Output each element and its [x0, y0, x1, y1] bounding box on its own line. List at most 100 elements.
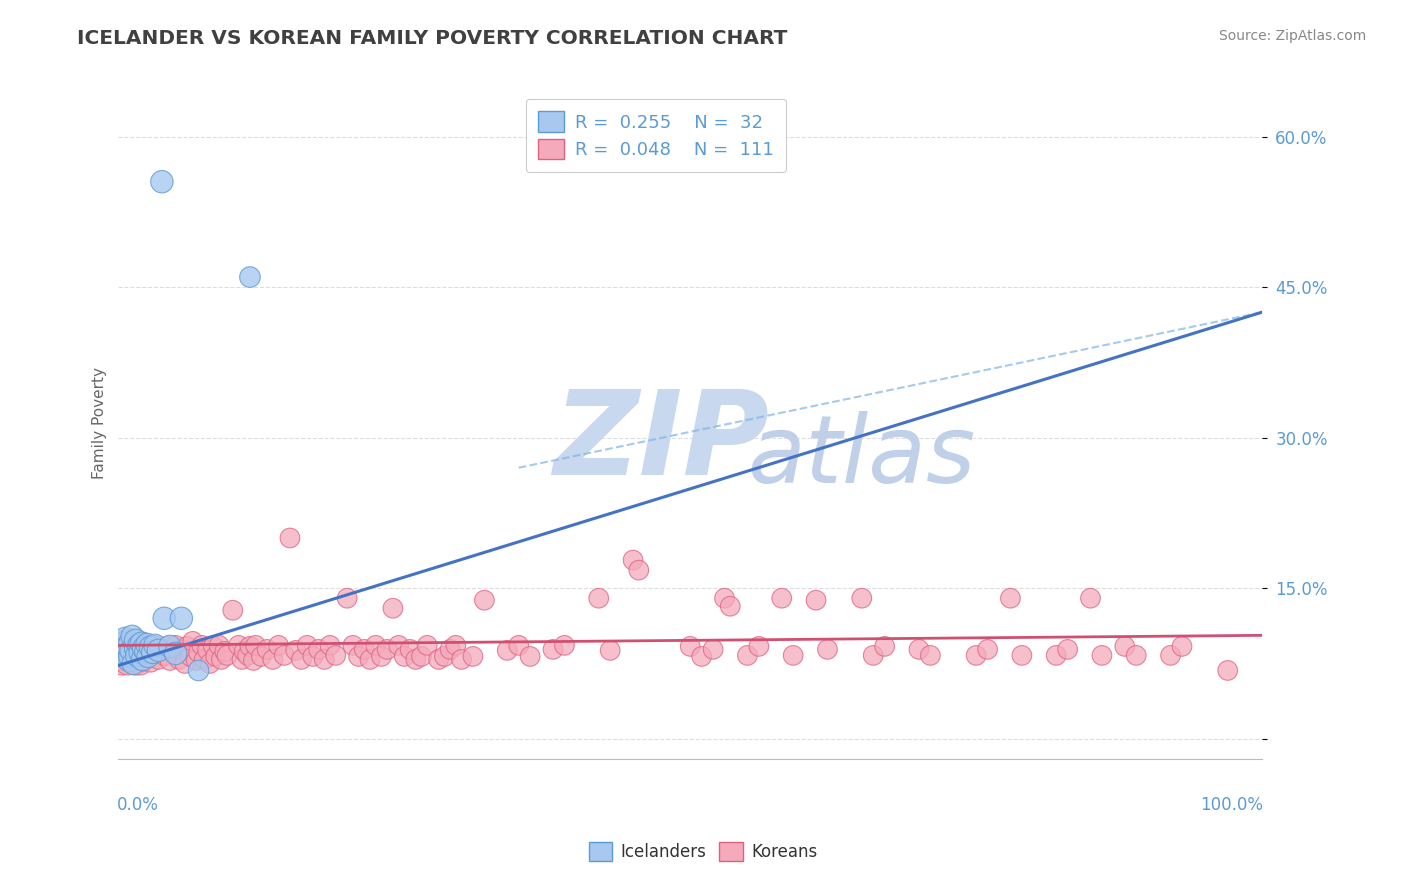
Point — [713, 591, 735, 606]
Point — [181, 634, 204, 648]
Point — [198, 657, 221, 671]
Point — [920, 648, 942, 663]
Point — [155, 640, 177, 654]
Point — [142, 647, 165, 661]
Point — [405, 652, 427, 666]
Point — [1045, 648, 1067, 663]
Point — [233, 644, 256, 658]
Point — [325, 648, 347, 663]
Point — [114, 649, 136, 664]
Point — [118, 645, 141, 659]
Legend: R =  0.255    N =  32, R =  0.048    N =  111: R = 0.255 N = 32, R = 0.048 N = 111 — [526, 99, 786, 172]
Point — [364, 639, 387, 653]
Point — [214, 644, 236, 658]
Point — [965, 648, 987, 663]
Point — [737, 648, 759, 663]
Point — [461, 649, 484, 664]
Point — [125, 648, 148, 663]
Point — [359, 652, 381, 666]
Point — [375, 642, 398, 657]
Point — [131, 652, 153, 666]
Point — [474, 593, 496, 607]
Point — [381, 601, 404, 615]
Point — [122, 648, 145, 663]
Point — [519, 649, 541, 664]
Text: ZIP: ZIP — [553, 385, 769, 500]
Point — [908, 642, 931, 657]
Point — [702, 642, 724, 657]
Point — [120, 653, 142, 667]
Point — [1171, 640, 1194, 654]
Point — [508, 639, 530, 653]
Point — [131, 652, 153, 666]
Point — [122, 657, 145, 671]
Point — [245, 639, 267, 653]
Point — [804, 593, 827, 607]
Point — [342, 639, 364, 653]
Point — [621, 553, 644, 567]
Point — [128, 643, 150, 657]
Point — [136, 649, 159, 664]
Point — [132, 644, 155, 658]
Point — [197, 643, 219, 657]
Point — [679, 640, 702, 654]
Point — [627, 563, 650, 577]
Point — [118, 649, 141, 664]
Point — [273, 648, 295, 663]
Point — [135, 644, 157, 658]
Point — [862, 648, 884, 663]
Point — [148, 643, 170, 657]
Point — [120, 643, 142, 657]
Point — [295, 639, 318, 653]
Text: atlas: atlas — [748, 410, 976, 501]
Point — [150, 175, 173, 189]
Point — [139, 640, 162, 655]
Point — [1114, 640, 1136, 654]
Point — [770, 591, 793, 606]
Point — [167, 652, 190, 666]
Point — [1216, 664, 1239, 678]
Point — [284, 643, 307, 657]
Point — [370, 649, 392, 664]
Point — [165, 647, 187, 661]
Point — [817, 642, 839, 657]
Point — [1160, 648, 1182, 663]
Point — [314, 652, 336, 666]
Point — [117, 657, 139, 671]
Point — [153, 611, 176, 625]
Point — [112, 647, 135, 661]
Point — [231, 652, 253, 666]
Point — [170, 643, 193, 657]
Point — [353, 642, 375, 657]
Point — [256, 642, 278, 657]
Point — [399, 642, 422, 657]
Point — [193, 652, 215, 666]
Point — [262, 652, 284, 666]
Point — [427, 652, 450, 666]
Text: 0.0%: 0.0% — [117, 796, 159, 814]
Point — [873, 640, 896, 654]
Point — [388, 639, 411, 653]
Point — [153, 648, 176, 663]
Point — [239, 640, 262, 654]
Point — [114, 632, 136, 646]
Point — [444, 639, 467, 653]
Point — [336, 591, 359, 606]
Point — [139, 653, 162, 667]
Point — [187, 664, 209, 678]
Point — [588, 591, 610, 606]
Point — [111, 636, 134, 650]
Point — [690, 649, 713, 664]
Point — [148, 652, 170, 666]
Point — [136, 640, 159, 655]
Point — [143, 639, 166, 653]
Point — [162, 644, 184, 658]
Point — [267, 639, 290, 653]
Point — [222, 603, 245, 617]
Point — [129, 657, 152, 671]
Point — [851, 591, 873, 606]
Point — [135, 648, 157, 663]
Point — [319, 639, 342, 653]
Point — [1011, 648, 1033, 663]
Point — [118, 653, 141, 667]
